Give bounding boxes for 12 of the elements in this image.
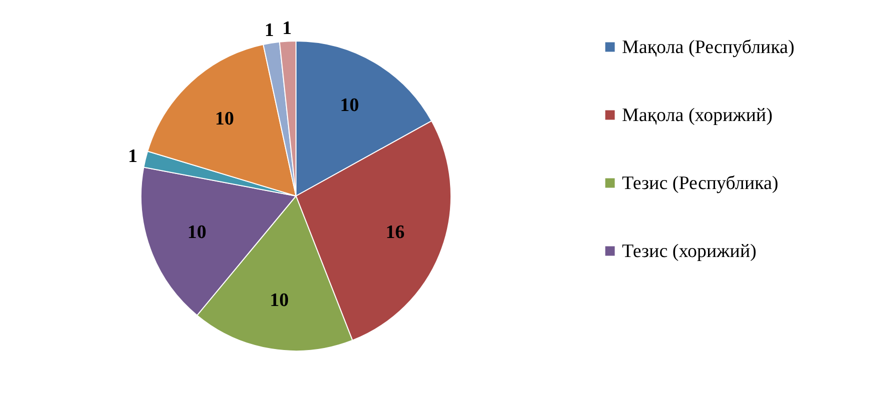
data-label: 1 [264, 20, 274, 42]
legend-label: Тезис (хорижий) [622, 241, 756, 262]
data-label: 1 [128, 146, 138, 168]
legend-label: Тезис (Республика) [622, 173, 778, 194]
data-label: 10 [187, 222, 206, 243]
data-label: 1 [282, 18, 292, 40]
data-label: 10 [270, 290, 289, 312]
legend-label: Мақола (хорижий) [622, 105, 773, 126]
data-label: 10 [215, 108, 234, 130]
data-label: 16 [386, 222, 405, 243]
data-label: 10 [340, 95, 360, 116]
legend-label: Мақола (Республика) [622, 37, 794, 58]
